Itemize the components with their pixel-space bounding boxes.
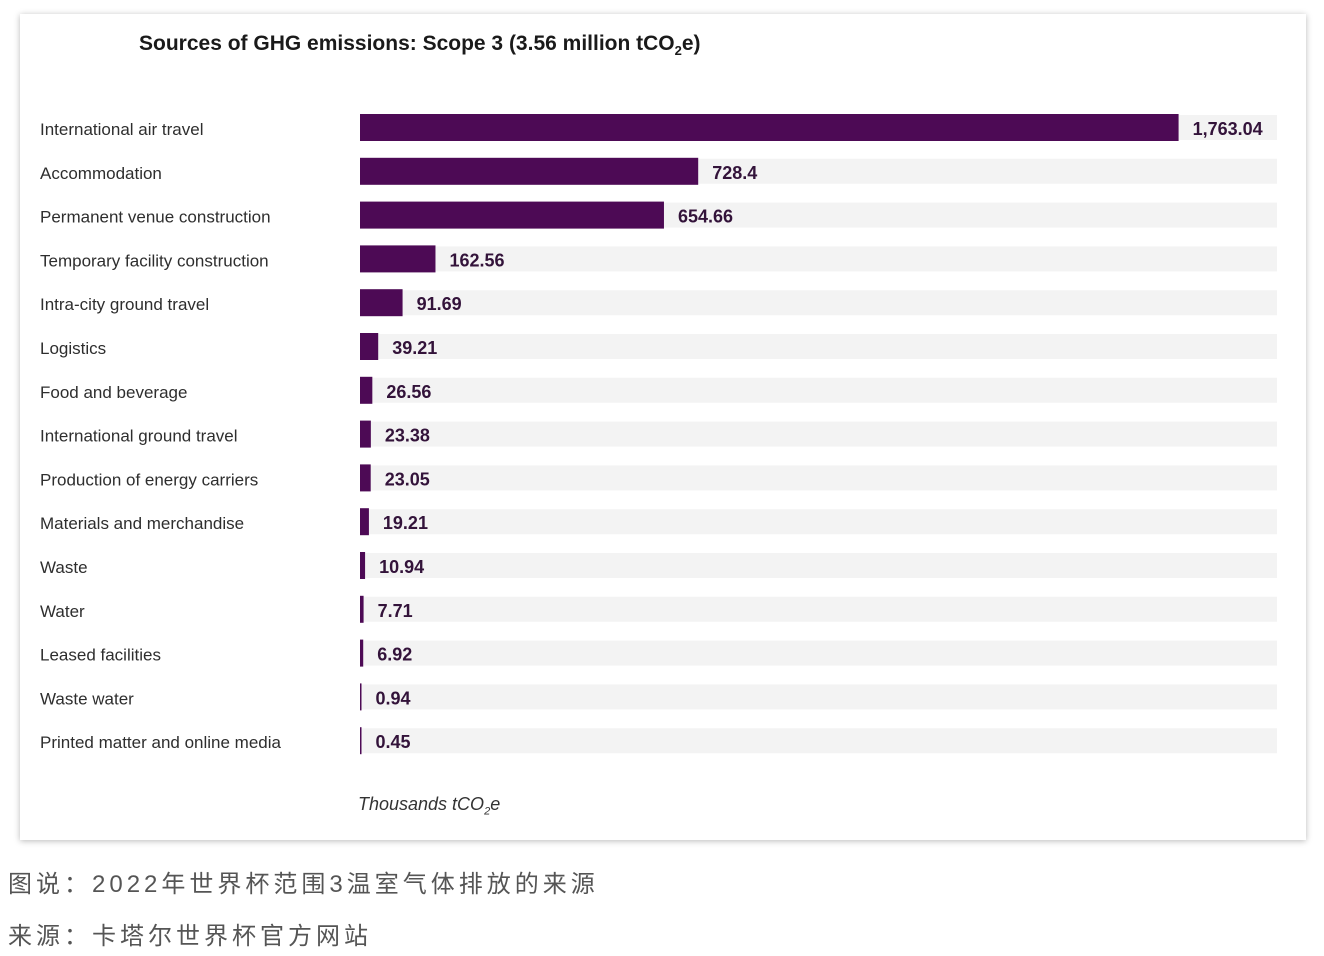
value-label-temporary-facility-construction: 162.56 <box>449 250 504 270</box>
bar-water <box>360 595 364 623</box>
category-label-printed-matter-and-online-media: Printed matter and online media <box>40 733 282 752</box>
category-label-food-and-beverage: Food and beverage <box>40 383 187 402</box>
chart-title: Sources of GHG emissions: Scope 3 (3.56 … <box>139 32 701 59</box>
category-label-accommodation: Accommodation <box>40 164 162 183</box>
bar-track-production-of-energy-carriers <box>360 465 1277 491</box>
bar-intra-city-ground-travel <box>360 289 403 317</box>
category-label-materials-and-merchandise: Materials and merchandise <box>40 514 244 533</box>
source-caption: 来源：卡塔尔世界杯官方网站 <box>8 923 372 950</box>
bar-track-printed-matter-and-online-media <box>360 728 1277 754</box>
bar-track-leased-facilities <box>360 640 1277 666</box>
bar-waste-water <box>360 683 362 711</box>
bar-temporary-facility-construction <box>360 245 436 273</box>
value-label-intra-city-ground-travel: 91.69 <box>417 294 462 314</box>
value-label-water: 7.71 <box>378 601 413 621</box>
category-label-logistics: Logistics <box>40 339 106 358</box>
value-label-international-air-travel: 1,763.04 <box>1193 119 1263 139</box>
chart-card: Sources of GHG emissions: Scope 3 (3.56 … <box>20 14 1306 840</box>
bar-chart: International air travel 1,763.04 Accommod… <box>40 114 1277 755</box>
bar-logistics <box>360 333 379 360</box>
bar-track-food-and-beverage <box>360 377 1277 403</box>
category-label-waste-water: Waste water <box>40 689 134 708</box>
value-label-international-ground-travel: 23.38 <box>385 426 430 446</box>
bar-accommodation <box>360 157 699 185</box>
category-label-permanent-venue-construction: Permanent venue construction <box>40 208 271 227</box>
bar-track-logistics <box>360 334 1277 359</box>
bar-track-water <box>360 596 1277 622</box>
category-label-production-of-energy-carriers: Production of energy carriers <box>40 470 258 489</box>
bar-leased-facilities <box>360 639 364 667</box>
value-label-leased-facilities: 6.92 <box>377 645 412 665</box>
value-label-waste: 10.94 <box>379 557 424 577</box>
figure-caption: 图说：2022年世界杯范围3温室气体排放的来源 <box>8 871 599 898</box>
value-label-printed-matter-and-online-media: 0.45 <box>376 732 411 752</box>
category-label-leased-facilities: Leased facilities <box>40 646 161 665</box>
category-label-temporary-facility-construction: Temporary facility construction <box>40 251 269 270</box>
bar-materials-and-merchandise <box>360 508 369 536</box>
unit-label: Thousands tCO2e <box>358 794 501 818</box>
category-label-international-air-travel: International air travel <box>40 120 203 139</box>
value-label-logistics: 39.21 <box>392 338 437 358</box>
value-label-production-of-energy-carriers: 23.05 <box>385 469 430 489</box>
bar-waste <box>360 552 366 579</box>
value-label-materials-and-merchandise: 19.21 <box>383 513 428 533</box>
value-label-waste-water: 0.94 <box>376 688 411 708</box>
bar-track-waste <box>360 553 1277 578</box>
value-label-permanent-venue-construction: 654.66 <box>678 207 733 227</box>
bar-track-international-ground-travel <box>360 421 1277 447</box>
category-label-water: Water <box>40 602 85 621</box>
value-label-accommodation: 728.4 <box>712 163 757 183</box>
category-label-international-ground-travel: International ground travel <box>40 427 238 446</box>
value-label-food-and-beverage: 26.56 <box>386 382 431 402</box>
category-label-intra-city-ground-travel: Intra-city ground travel <box>40 295 209 314</box>
bar-printed-matter-and-online-media <box>360 727 362 755</box>
bar-food-and-beverage <box>360 376 373 404</box>
bar-track-materials-and-merchandise <box>360 509 1277 535</box>
bar-international-ground-travel <box>360 420 371 448</box>
category-label-waste: Waste <box>40 558 88 577</box>
bar-production-of-energy-carriers <box>360 464 371 492</box>
bar-international-air-travel <box>360 114 1179 141</box>
bar-permanent-venue-construction <box>360 201 664 229</box>
bar-track-waste-water <box>360 684 1277 710</box>
bar-track-temporary-facility-construction <box>360 246 1277 272</box>
bar-track-intra-city-ground-travel <box>360 290 1277 316</box>
